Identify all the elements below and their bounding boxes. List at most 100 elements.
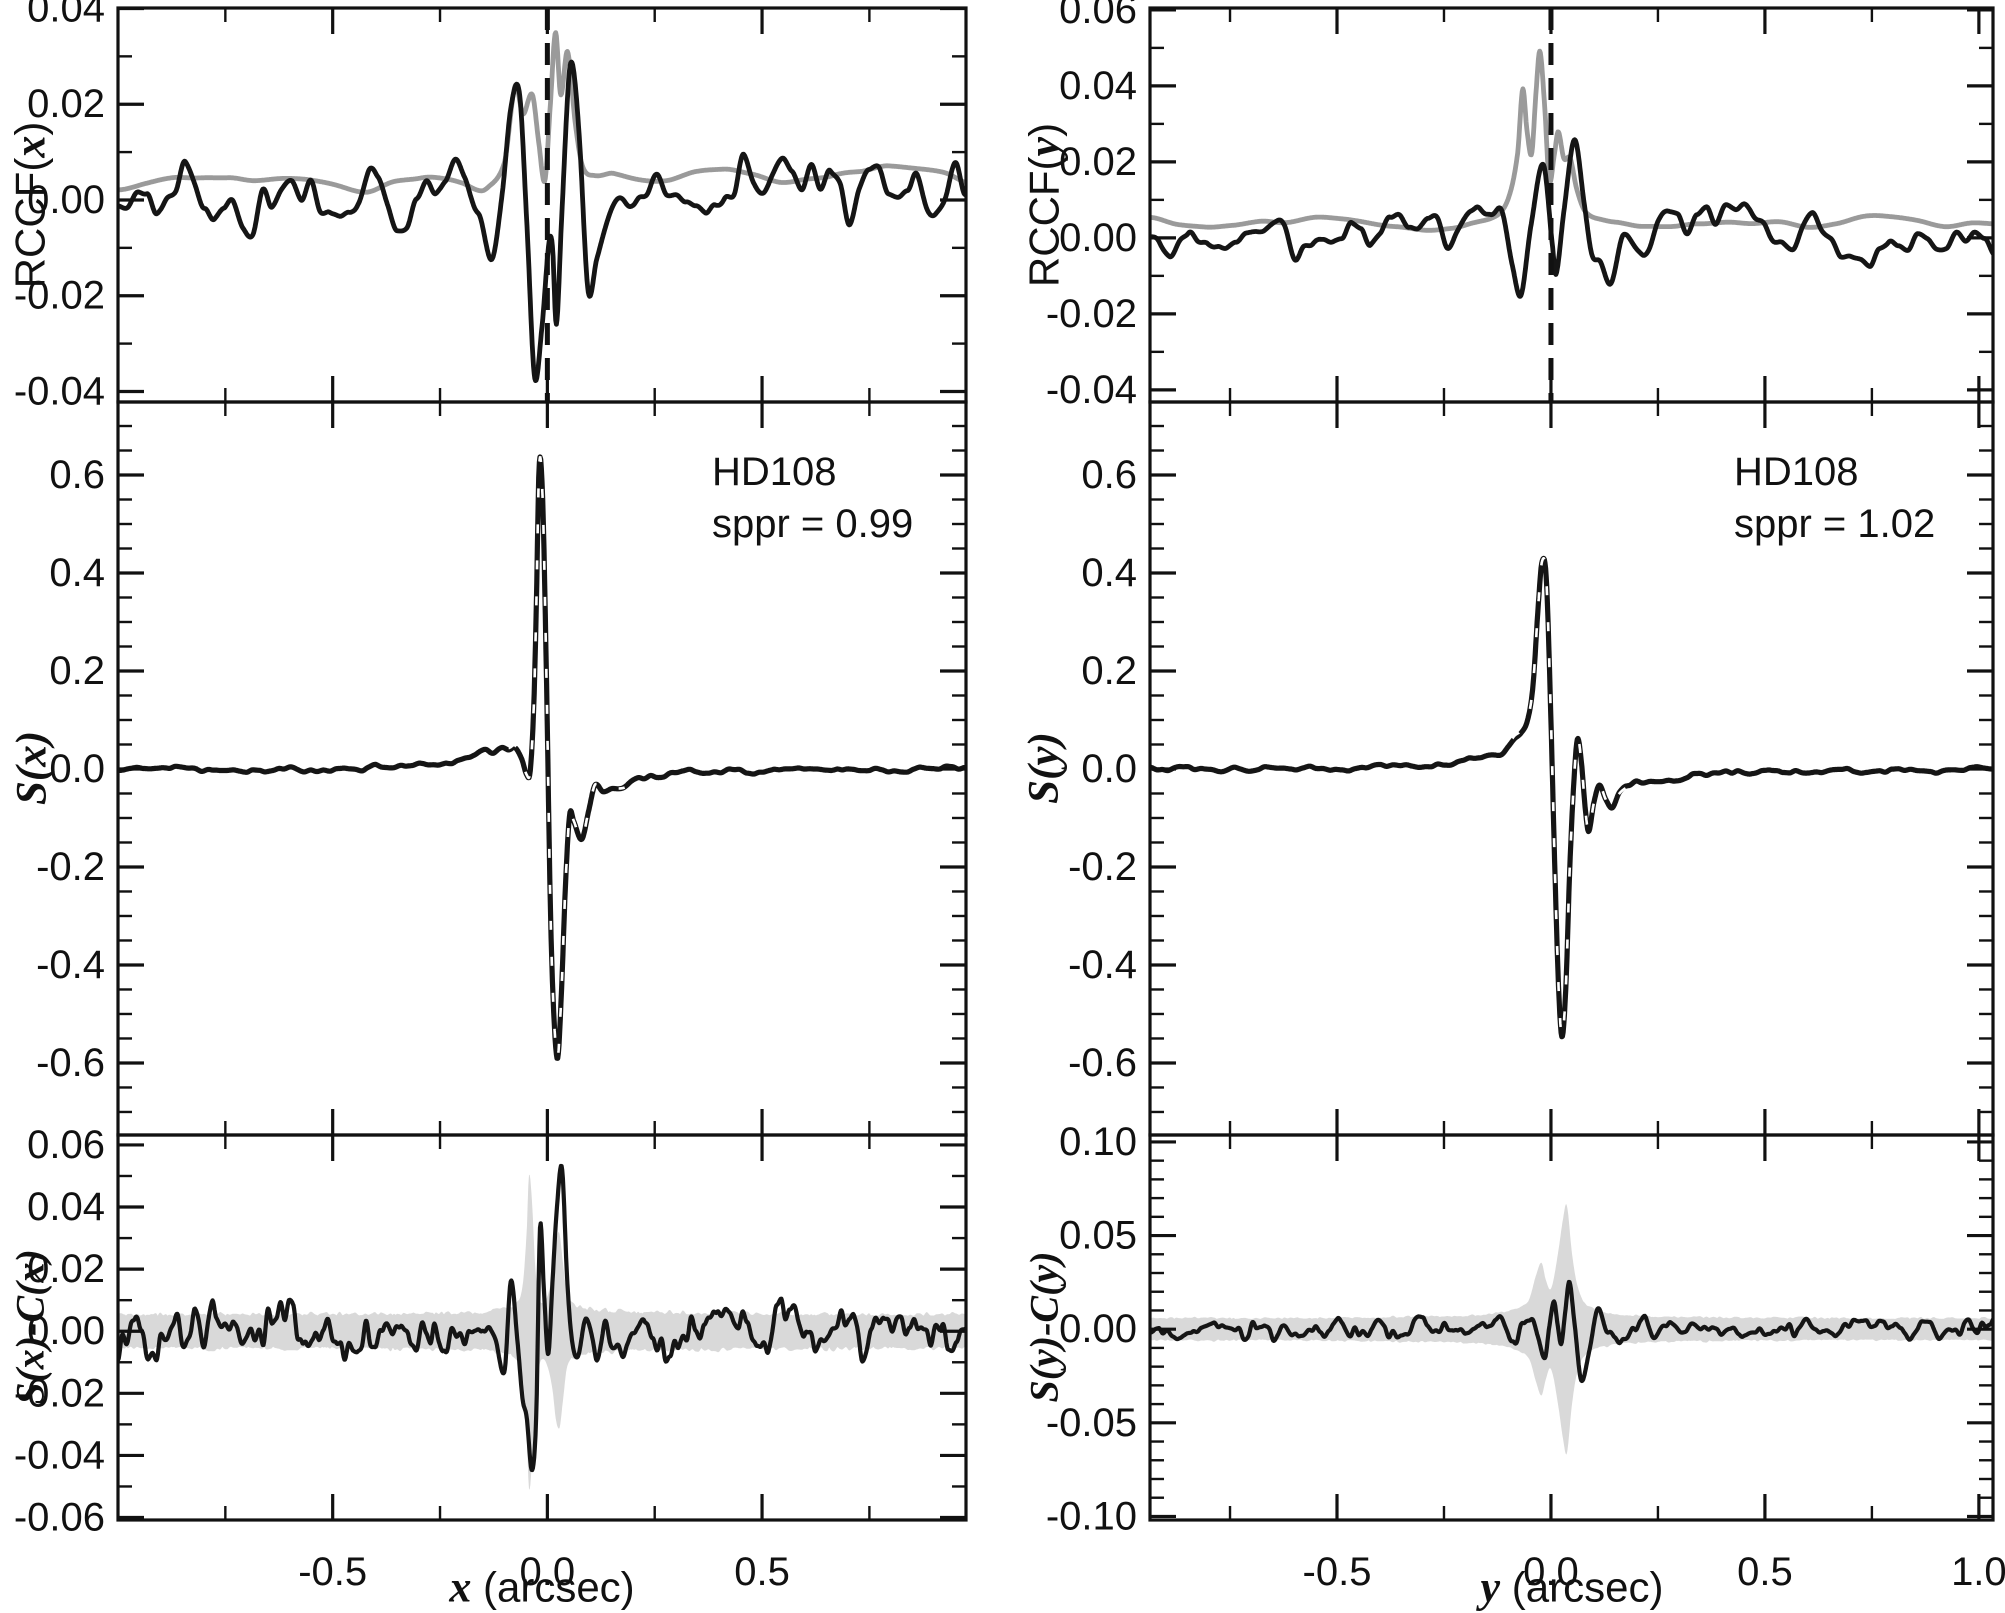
x-tick-label: 0.0 bbox=[1523, 1550, 1579, 1594]
y-axis-label-resid-y: S(y)-C(y) bbox=[1021, 1251, 1067, 1403]
y-tick-label: -0.6 bbox=[1068, 1041, 1137, 1085]
variable-x: x bbox=[5, 135, 55, 158]
x-tick-label: 1.0 bbox=[1951, 1550, 2005, 1594]
y-tick-label: -0.04 bbox=[14, 1433, 105, 1477]
y-tick-label: -0.06 bbox=[14, 1496, 105, 1540]
x-tick-labels: -0.5 0.0 0.5 bbox=[298, 1550, 790, 1594]
rccf-x-reference bbox=[118, 30, 966, 195]
curves-group bbox=[1150, 555, 1993, 1040]
curves-group bbox=[118, 30, 966, 383]
sppr-value: sppr = 0.99 bbox=[712, 502, 914, 546]
y-tick-label: 0.04 bbox=[27, 1185, 105, 1229]
y-tick-label: -0.2 bbox=[1068, 845, 1137, 889]
y-tick-label: 0.02 bbox=[27, 82, 105, 126]
y-tick-label: -0.6 bbox=[36, 1041, 105, 1085]
y-axis-label-rccf-y: RCCF(y) bbox=[1019, 123, 1070, 287]
label-text: ) bbox=[6, 121, 54, 136]
y-tick-label: 0.0 bbox=[1081, 747, 1137, 791]
s-y-profile bbox=[1150, 555, 1993, 1040]
x-axis-label-right: y (arcsec) bbox=[1481, 1562, 1664, 1613]
ticks-group bbox=[118, 6, 966, 402]
y-tick-label: 0.4 bbox=[49, 551, 105, 595]
y-tick-label: -0.10 bbox=[1046, 1494, 1137, 1538]
y-tick-label: -0.02 bbox=[1046, 292, 1137, 336]
panel-rccf-x: 0.04 0.02 0.00 -0.02 -0.04 bbox=[14, 0, 968, 413]
y-tick-label: -0.02 bbox=[14, 1371, 105, 1415]
y-tick-label: 0.6 bbox=[1081, 453, 1137, 497]
y-tick-label: 0.02 bbox=[27, 1247, 105, 1291]
y-tick-labels: 0.10 0.05 0.00 -0.05 -0.10 bbox=[1046, 1120, 1137, 1539]
curves-group bbox=[118, 454, 966, 1061]
y-tick-label: 0.00 bbox=[1059, 216, 1137, 260]
y-tick-label: 0.06 bbox=[27, 1123, 105, 1167]
x-axis-label-left: x (arcsec) bbox=[449, 1562, 634, 1613]
y-axis-label-s-y: S(y) bbox=[1020, 732, 1068, 804]
y-tick-label: -0.02 bbox=[14, 274, 105, 318]
label-text: (arcsec) bbox=[1500, 1563, 1664, 1611]
panel-border bbox=[1148, 1133, 1995, 1522]
resid-x-residual bbox=[118, 1163, 966, 1473]
y-axis-label-s-x: S(x) bbox=[8, 730, 56, 806]
y-tick-label: -0.4 bbox=[36, 943, 105, 987]
y-tick-label: 0.02 bbox=[1059, 140, 1137, 184]
label-text: (arcsec) bbox=[471, 1563, 635, 1611]
panel-s-x: 0.6 0.4 0.2 0.0 -0.2 -0.4 -0.6 bbox=[36, 400, 968, 1137]
ticks-group bbox=[118, 402, 966, 1135]
y-tick-label: -0.4 bbox=[1068, 943, 1137, 987]
x-tick-label: 0.5 bbox=[1737, 1550, 1793, 1594]
resid-y-uncertainty-band bbox=[1150, 1204, 1993, 1455]
y-tick-label: 0.10 bbox=[1059, 1120, 1137, 1164]
variable-y: y bbox=[1019, 136, 1069, 157]
y-tick-label: 0.4 bbox=[1081, 551, 1137, 595]
y-tick-label: 0.04 bbox=[27, 0, 105, 30]
annotation-right: HD108 sppr = 1.02 bbox=[1734, 446, 1935, 550]
rccf-y-observed bbox=[1150, 137, 1993, 299]
y-tick-label: 0.00 bbox=[27, 178, 105, 222]
y-axis-label-resid-x: S(x)-C(x) bbox=[7, 1249, 53, 1405]
y-tick-labels: 0.06 0.04 0.02 0.00 -0.02 -0.04 bbox=[1046, 0, 1137, 412]
y-tick-label: 0.04 bbox=[1059, 64, 1137, 108]
label-text: RCCF( bbox=[6, 157, 54, 289]
y-axis-label-rccf-x: RCCF(x) bbox=[5, 122, 56, 289]
y-tick-label: -0.04 bbox=[1046, 368, 1137, 412]
curves-group bbox=[118, 1163, 966, 1490]
variable-y: y bbox=[1480, 1562, 1501, 1612]
y-tick-label: 0.05 bbox=[1059, 1214, 1137, 1258]
label-text: RCCF( bbox=[1020, 156, 1068, 288]
y-tick-label: 0.2 bbox=[49, 649, 105, 693]
y-tick-label: 0.06 bbox=[1059, 0, 1137, 32]
panel-resid-x: 0.06 0.04 0.02 0.00 -0.02 -0.04 -0.06 -0.5 0.0 0.… bbox=[14, 1123, 968, 1594]
panel-resid-y: 0.10 0.05 0.00 -0.05 -0.10 -0.5 0.0 0.5 1.0 bbox=[1046, 1120, 2005, 1594]
curves-group bbox=[1150, 1204, 1993, 1455]
label-text: ) bbox=[1020, 122, 1068, 137]
panel-border bbox=[1148, 6, 1995, 404]
ticks-group bbox=[118, 1135, 966, 1520]
y-tick-label: 0.00 bbox=[1059, 1307, 1137, 1351]
y-tick-label: -0.2 bbox=[36, 845, 105, 889]
x-tick-label: -0.5 bbox=[298, 1550, 367, 1594]
y-tick-labels: 0.06 0.04 0.02 0.00 -0.02 -0.04 -0.06 bbox=[14, 1123, 105, 1540]
sppr-value: sppr = 1.02 bbox=[1734, 502, 1936, 546]
x-tick-label: 0.0 bbox=[520, 1550, 576, 1594]
x-tick-label: -0.5 bbox=[1303, 1550, 1372, 1594]
ticks-group bbox=[1150, 8, 1993, 402]
curves-group bbox=[1150, 48, 1993, 299]
ticks-group bbox=[1150, 402, 1993, 1135]
x-tick-label: 0.5 bbox=[734, 1550, 790, 1594]
variable-x: x bbox=[449, 1562, 472, 1612]
y-tick-label: 0.0 bbox=[49, 747, 105, 791]
y-tick-label: 0.6 bbox=[49, 453, 105, 497]
rccf-x-observed bbox=[118, 59, 966, 383]
resid-y-residual bbox=[1150, 1279, 1993, 1384]
s-x-profile bbox=[118, 454, 966, 1061]
resid-x-uncertainty-band bbox=[118, 1174, 966, 1490]
panel-border bbox=[116, 1133, 968, 1522]
y-tick-label: -0.05 bbox=[1046, 1401, 1137, 1445]
star-name: HD108 bbox=[712, 450, 837, 494]
s-x-profile-fit-dashed bbox=[508, 456, 626, 1061]
y-tick-label: 0.2 bbox=[1081, 649, 1137, 693]
y-tick-labels: 0.04 0.02 0.00 -0.02 -0.04 bbox=[14, 0, 105, 413]
annotation-left: HD108 sppr = 0.99 bbox=[712, 446, 913, 550]
